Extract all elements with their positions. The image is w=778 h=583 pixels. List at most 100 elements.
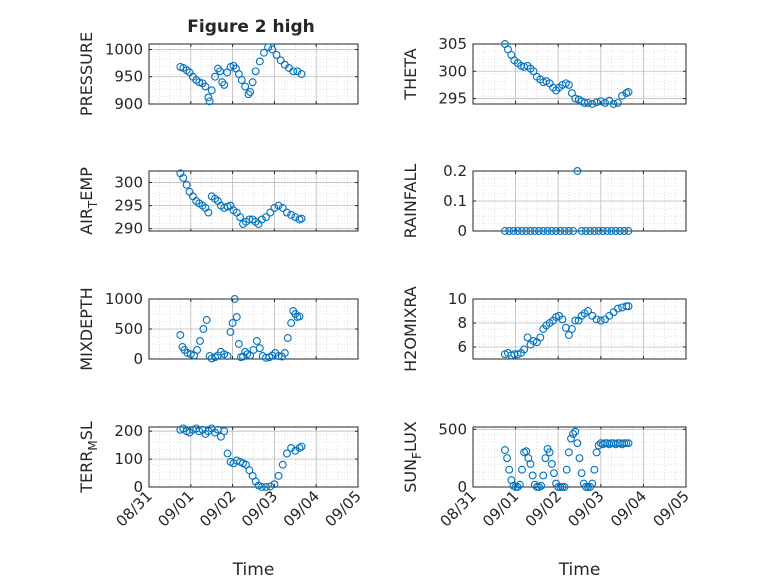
y-tick-label: 0 (133, 350, 143, 368)
data-point (228, 319, 237, 327)
data-point (520, 345, 529, 354)
axes-frame (148, 298, 359, 360)
data-point (211, 72, 219, 81)
data-point (529, 337, 538, 345)
x-tick-label: 09/04 (607, 487, 650, 530)
data-point (252, 337, 261, 345)
data-point (270, 480, 279, 489)
data-point (607, 227, 616, 235)
x-tick-label: 09/04 (280, 487, 323, 530)
y-label-main: TERR (77, 451, 96, 494)
data-point (246, 88, 255, 96)
data-point (564, 80, 573, 89)
x-tick-label: 09/05 (322, 487, 365, 530)
y-label-suffix: SL (77, 421, 96, 440)
y-tick-label: 295 (114, 197, 143, 215)
data-point (248, 78, 257, 87)
data-point (562, 465, 571, 474)
data-point (501, 227, 509, 235)
y-label-suffix: LUX (401, 421, 420, 452)
data-point (505, 227, 514, 235)
axes-frame (148, 43, 359, 105)
data-point (255, 344, 264, 353)
data-point (558, 315, 567, 324)
y-axis-label: TERRMSL (77, 421, 100, 494)
x-tick-label: 09/03 (564, 487, 607, 530)
data-point (588, 479, 597, 488)
data-point (237, 76, 246, 84)
axes-6: 0100200TERRMSL08/3109/0109/0209/0309/040… (77, 421, 365, 580)
axes-1: 295 300 305 THETA (401, 35, 687, 108)
y-axis-label: RAINFALL (401, 164, 420, 239)
axes-frame (472, 298, 687, 360)
data-point (594, 227, 603, 235)
y-tick-label: 500 (114, 320, 143, 338)
data-point (207, 86, 216, 95)
data-point (592, 98, 601, 107)
data-point (522, 227, 531, 235)
data-point (564, 448, 573, 457)
data-point (613, 98, 622, 107)
data-point (266, 482, 275, 491)
data-point (220, 80, 229, 89)
y-tick-label: 0.1 (443, 192, 467, 210)
data-point (558, 483, 567, 491)
y-tick-label: 10 (448, 290, 467, 308)
data-point (588, 311, 597, 320)
y-label-main: AIR (77, 208, 96, 235)
data-point (185, 187, 194, 196)
data-point (556, 227, 565, 235)
data-point (596, 316, 605, 325)
data-point (549, 469, 558, 478)
data-point (193, 346, 202, 354)
data-point (241, 82, 250, 91)
data-point (295, 443, 304, 452)
data-point (526, 459, 535, 468)
data-point (624, 439, 633, 448)
data-point (605, 311, 614, 320)
data-point (264, 43, 273, 52)
data-point (575, 454, 584, 463)
data-point (539, 471, 548, 480)
data-point (251, 67, 260, 76)
data-point (618, 91, 627, 100)
data-point (297, 442, 306, 451)
data-point (202, 316, 211, 324)
axes-5: 6 8 10 H2OMIXRA (401, 286, 687, 372)
data-point (581, 227, 590, 235)
data-point (282, 449, 291, 458)
data-point (528, 471, 537, 480)
y-tick-label: 900 (114, 95, 143, 113)
data-point (581, 483, 590, 491)
data-point (505, 465, 514, 474)
data-point (268, 45, 277, 54)
y-tick-label: 950 (114, 68, 143, 86)
axes-0: 900 950 1000 PRESSURE (77, 32, 359, 116)
data-point (532, 483, 541, 491)
data-point (560, 483, 569, 491)
data-point (196, 337, 204, 345)
data-point (592, 448, 601, 457)
data-point (272, 50, 281, 59)
y-tick-label: 290 (114, 220, 143, 238)
data-point (561, 323, 570, 332)
data-point (283, 334, 292, 342)
x-tick-label: 09/01 (479, 487, 522, 530)
data-point (199, 325, 208, 333)
data-point (601, 98, 610, 107)
data-point (592, 315, 601, 324)
data-point (266, 208, 275, 217)
y-tick-label: 1000 (105, 290, 143, 308)
data-point (295, 312, 304, 321)
data-point (571, 427, 580, 436)
data-point (297, 214, 306, 223)
y-tick-label: 0 (133, 478, 143, 496)
x-axis-label: Time (232, 560, 275, 580)
y-tick-label: 295 (438, 90, 467, 108)
data-point (590, 465, 599, 474)
data-point (522, 447, 531, 456)
data-point (560, 227, 569, 235)
axes-frame (148, 170, 359, 232)
data-point (274, 201, 283, 210)
